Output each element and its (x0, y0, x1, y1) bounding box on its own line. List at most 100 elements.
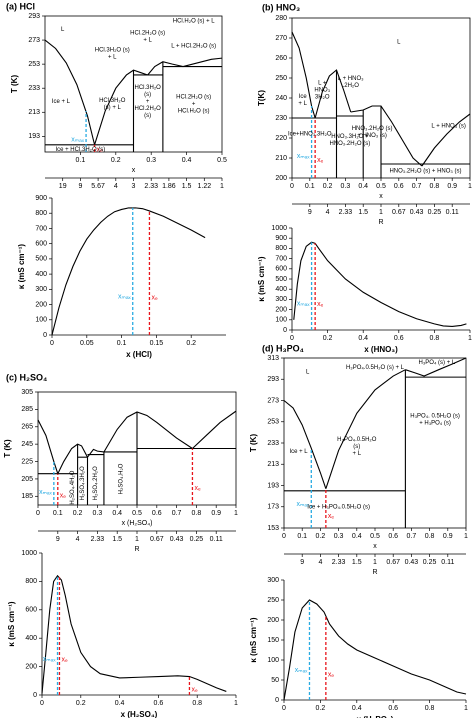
curve (421, 113, 471, 167)
y-tick-label: 253 (28, 61, 40, 68)
curve (37, 419, 59, 474)
x-tick-label: 0.6 (388, 533, 398, 540)
x-tick-label: 0.8 (192, 510, 202, 517)
y-tick-label: 220 (275, 135, 287, 142)
region-label: H₃PO₄ (s) + L (419, 360, 456, 366)
y-tick-label: 185 (21, 493, 33, 500)
region-label: L + HCl.2H₂O (s) (171, 44, 216, 50)
r-tick-label: 0.25 (190, 536, 204, 543)
y-tick-label: 305 (21, 389, 33, 396)
y-tick-label: 800 (25, 578, 37, 585)
x-tick-label: 0.7 (412, 183, 422, 190)
y-tick-label: 193 (28, 133, 40, 140)
r-tick-label: 9 (308, 209, 312, 216)
region-label: + L (108, 54, 117, 60)
curve (325, 369, 406, 489)
x-axis-label: x (H₂SO₄) (122, 520, 153, 527)
x-tick-label: 0.05 (80, 340, 94, 347)
y-tick-label: 200 (35, 301, 47, 308)
panel-title: (d) H₃PO₄ (262, 343, 304, 353)
r-tick-label: 0.67 (150, 536, 164, 543)
y-tick-label: 200 (275, 175, 287, 182)
y-tick-label: 270 (275, 35, 287, 42)
region-label: Ice + L (289, 449, 308, 455)
curve (41, 574, 227, 694)
region-label: L + HNO₃ (338, 76, 364, 82)
panel-title: (c) H₂SO₄ (6, 372, 47, 382)
region-label: Ice + L (52, 99, 71, 105)
y-tick-label: 230 (275, 115, 287, 122)
region-label: .2H₂O (343, 83, 360, 89)
r-tick-label: 1.5 (352, 559, 362, 566)
y-tick-label: 200 (25, 663, 37, 670)
r-tick-label: 0.25 (428, 209, 442, 216)
y-tick-label: 800 (35, 210, 47, 217)
x-tick-label: 0.4 (352, 533, 362, 540)
x-tick-label: 0.3 (146, 157, 156, 164)
curve (291, 31, 316, 119)
r-tick-label: 19 (59, 183, 67, 190)
r-tick-label: 1 (220, 183, 224, 190)
x-tick-label: 0.2 (316, 533, 326, 540)
region-label: L (61, 27, 65, 33)
x-axis-label: x (379, 193, 383, 200)
x-tick-label: 0.4 (115, 700, 125, 707)
y-tick-label: 600 (275, 266, 287, 273)
region-label: (s) (144, 92, 151, 98)
panel-title: (a) HCl (6, 1, 35, 11)
region-label: Ice (299, 94, 308, 100)
region-label: HNO₃.2H₂O (s) (352, 126, 393, 132)
y-tick-label: 245 (21, 441, 33, 448)
region-label: H₃PO₄.0.5H₂O (337, 437, 377, 443)
y-tick-label: 285 (21, 406, 33, 413)
region-label: HCl.2H₂O (s) (130, 31, 165, 37)
r-tick-label: 0.43 (405, 559, 419, 566)
y-tick-label: 300 (275, 296, 287, 303)
marker-label: xₑ (317, 301, 324, 308)
x-tick-label: 0.5 (132, 510, 142, 517)
y-tick-label: 150 (267, 637, 279, 644)
y-tick-label: 213 (28, 109, 40, 116)
x-tick-label: 0.8 (430, 183, 440, 190)
region-label: L + (318, 81, 327, 87)
region-label: L (397, 40, 401, 46)
region-label: H₂SO₄.3H₂O (80, 466, 86, 500)
x-tick-label: 0 (290, 183, 294, 190)
x-tick-label: 0.6 (154, 700, 164, 707)
y-tick-label: 293 (28, 13, 40, 20)
y-tick-label: 400 (35, 271, 47, 278)
curve (103, 411, 193, 453)
curve (283, 400, 327, 489)
x-tick-label: 0.9 (211, 510, 221, 517)
region-label: H₂SO₄.2H₂O (93, 466, 99, 500)
r-tick-label: 9 (78, 183, 82, 190)
y-tick-label: 300 (35, 286, 47, 293)
r-tick-label: 0.11 (210, 536, 223, 543)
x-tick-label: 1 (468, 335, 472, 342)
curve (51, 207, 206, 336)
marker-label: xₑ (60, 492, 67, 499)
x-tick-label: 0.8 (425, 705, 435, 712)
x-tick-label: 0.2 (111, 157, 121, 164)
y-tick-label: 0 (33, 692, 37, 699)
r-tick-label: 2.33 (91, 536, 105, 543)
y-tick-label: 193 (267, 482, 279, 489)
curve (350, 105, 423, 167)
r-tick-label: 4 (318, 559, 322, 566)
y-tick-label: 205 (21, 476, 33, 483)
r-axis-label: R (134, 546, 139, 553)
y-tick-label: 280 (275, 15, 287, 22)
region-label: Ice + H₃PO₄.0.5H₂O (s) (307, 504, 370, 510)
x-tick-label: 1 (468, 183, 472, 190)
r-tick-label: 5.67 (91, 183, 105, 190)
marker-label: xₑ (328, 672, 335, 679)
y-tick-label: 253 (267, 419, 279, 426)
x-tick-label: 1 (234, 510, 238, 517)
x-tick-label: 0 (282, 533, 286, 540)
region-label: H₂SO₄.4H₂O (70, 470, 76, 504)
x-tick-label: 0.4 (182, 157, 192, 164)
x-tick-label: 0.7 (407, 533, 417, 540)
marker-label: xₘₐₓ (71, 137, 84, 144)
region-label: 3H₂O (315, 95, 330, 101)
region-label: (s) + L (104, 105, 122, 111)
